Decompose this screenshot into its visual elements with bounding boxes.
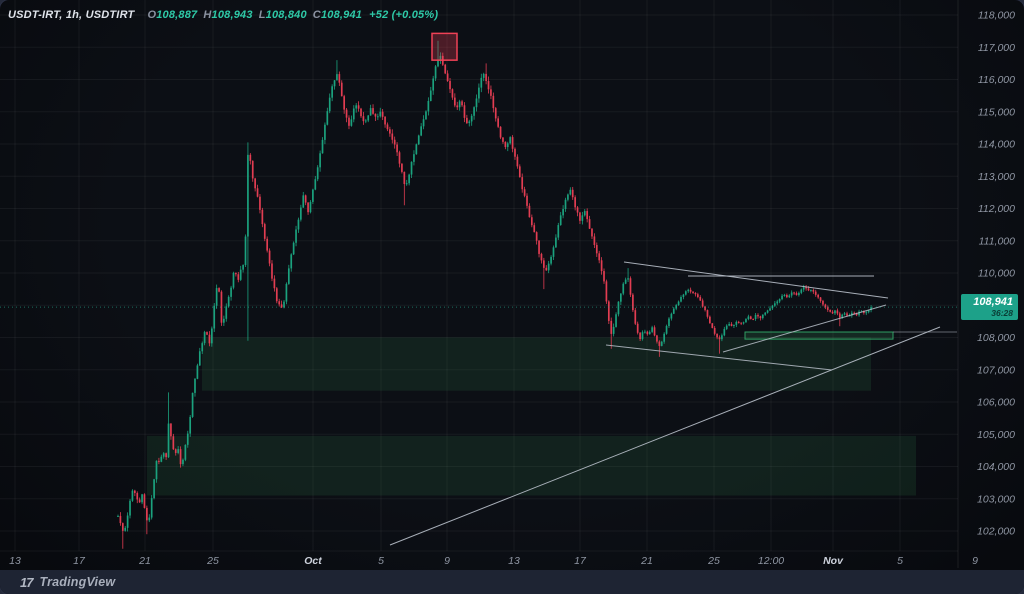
- open-label: O: [147, 9, 157, 21]
- price-axis-label: 112,000: [978, 203, 1015, 215]
- price-axis-label: 105,000: [977, 429, 1015, 441]
- drawing-boxes-above[interactable]: [431, 32, 458, 61]
- time-axis-label: Oct: [304, 555, 322, 567]
- time-axis-label: 21: [138, 555, 151, 567]
- price-axis-label: 113,000: [978, 171, 1015, 183]
- time-axis[interactable]: 13 17 21 25 Oct 5 9 13 17 21 25 12:00 Nov 5 9: [0, 551, 1024, 569]
- time-axis-label: 13: [508, 555, 520, 567]
- price-chart[interactable]: 118,000 117,000 116,000 115,000 114,000 113,0…: [0, 0, 1024, 570]
- price-axis-label: 104,000: [977, 461, 1015, 473]
- tradingview-wordmark[interactable]: TradingView: [39, 575, 116, 589]
- demand-zone-upper[interactable]: [202, 337, 871, 391]
- price-axis-label: 114,000: [978, 139, 1015, 151]
- high-label: H: [203, 9, 212, 21]
- time-axis-label: 17: [574, 555, 587, 567]
- time-axis-label: 17: [73, 555, 86, 567]
- symbol-title: USDT-IRT, 1h, USDTIRT: [8, 9, 135, 21]
- price-axis-label: 115,000: [978, 106, 1015, 118]
- time-axis-label: 25: [206, 555, 219, 567]
- price-axis-label: 118,000: [978, 10, 1015, 22]
- time-axis-label: 12:00: [758, 555, 784, 567]
- bar-countdown: 36:28: [991, 308, 1013, 318]
- trend-lines[interactable]: [389, 261, 957, 546]
- close-value: 108,941: [320, 9, 363, 21]
- change-value: +52 (+0.05%): [369, 9, 439, 21]
- close-label: C: [312, 9, 321, 21]
- time-axis-label: 21: [640, 555, 653, 567]
- drawing-boxes-below[interactable]: [744, 331, 894, 340]
- lower-channel-line[interactable]: [605, 344, 833, 371]
- last-price-badge[interactable]: 108,941 36:28: [961, 294, 1018, 320]
- price-axis-label: 117,000: [978, 42, 1015, 54]
- ascending-trendline[interactable]: [389, 326, 941, 546]
- time-axis-label: 9: [972, 555, 978, 567]
- supply-box-red[interactable]: [431, 32, 458, 61]
- price-axis-label: 116,000: [978, 74, 1015, 86]
- high-value: 108,943: [211, 9, 253, 21]
- price-axis-label: 103,000: [977, 493, 1015, 505]
- time-axis-label: Nov: [823, 555, 844, 567]
- candlestick-series[interactable]: [117, 40, 872, 549]
- time-axis-label: 13: [9, 555, 21, 567]
- descending-trendline[interactable]: [623, 261, 889, 299]
- symbol-legend[interactable]: USDT-IRT, 1h, USDTIRT O108,887 H108,943 L10…: [8, 9, 438, 21]
- time-axis-label: 25: [707, 555, 720, 567]
- price-axis-label: 107,000: [977, 364, 1015, 376]
- time-axis-label: 9: [444, 555, 450, 567]
- price-axis[interactable]: 118,000 117,000 116,000 115,000 114,000 113,0…: [958, 0, 1024, 551]
- price-axis-label: 108,000: [977, 332, 1015, 344]
- footer-bar: 17 TradingView: [0, 570, 1024, 594]
- price-axis-label: 102,000: [977, 526, 1015, 538]
- tradingview-logo-icon[interactable]: 17: [20, 574, 34, 590]
- price-axis-label: 111,000: [979, 235, 1016, 247]
- time-axis-label: 5: [378, 555, 384, 567]
- time-axis-label: 5: [897, 555, 903, 567]
- price-axis-label: 110,000: [978, 268, 1015, 280]
- consolidation-box-green[interactable]: [744, 331, 894, 340]
- price-axis-label: 106,000: [977, 397, 1015, 409]
- low-label: L: [258, 9, 266, 21]
- demand-zone-lower[interactable]: [147, 435, 916, 496]
- demand-zones[interactable]: [147, 337, 916, 496]
- pane-borders: [0, 0, 959, 568]
- grid-lines: [0, 0, 958, 551]
- low-value: 108,840: [265, 9, 307, 21]
- triangle-support-line[interactable]: [722, 304, 887, 353]
- last-price-value: 108,941: [973, 296, 1013, 308]
- open-value: 108,887: [156, 9, 198, 21]
